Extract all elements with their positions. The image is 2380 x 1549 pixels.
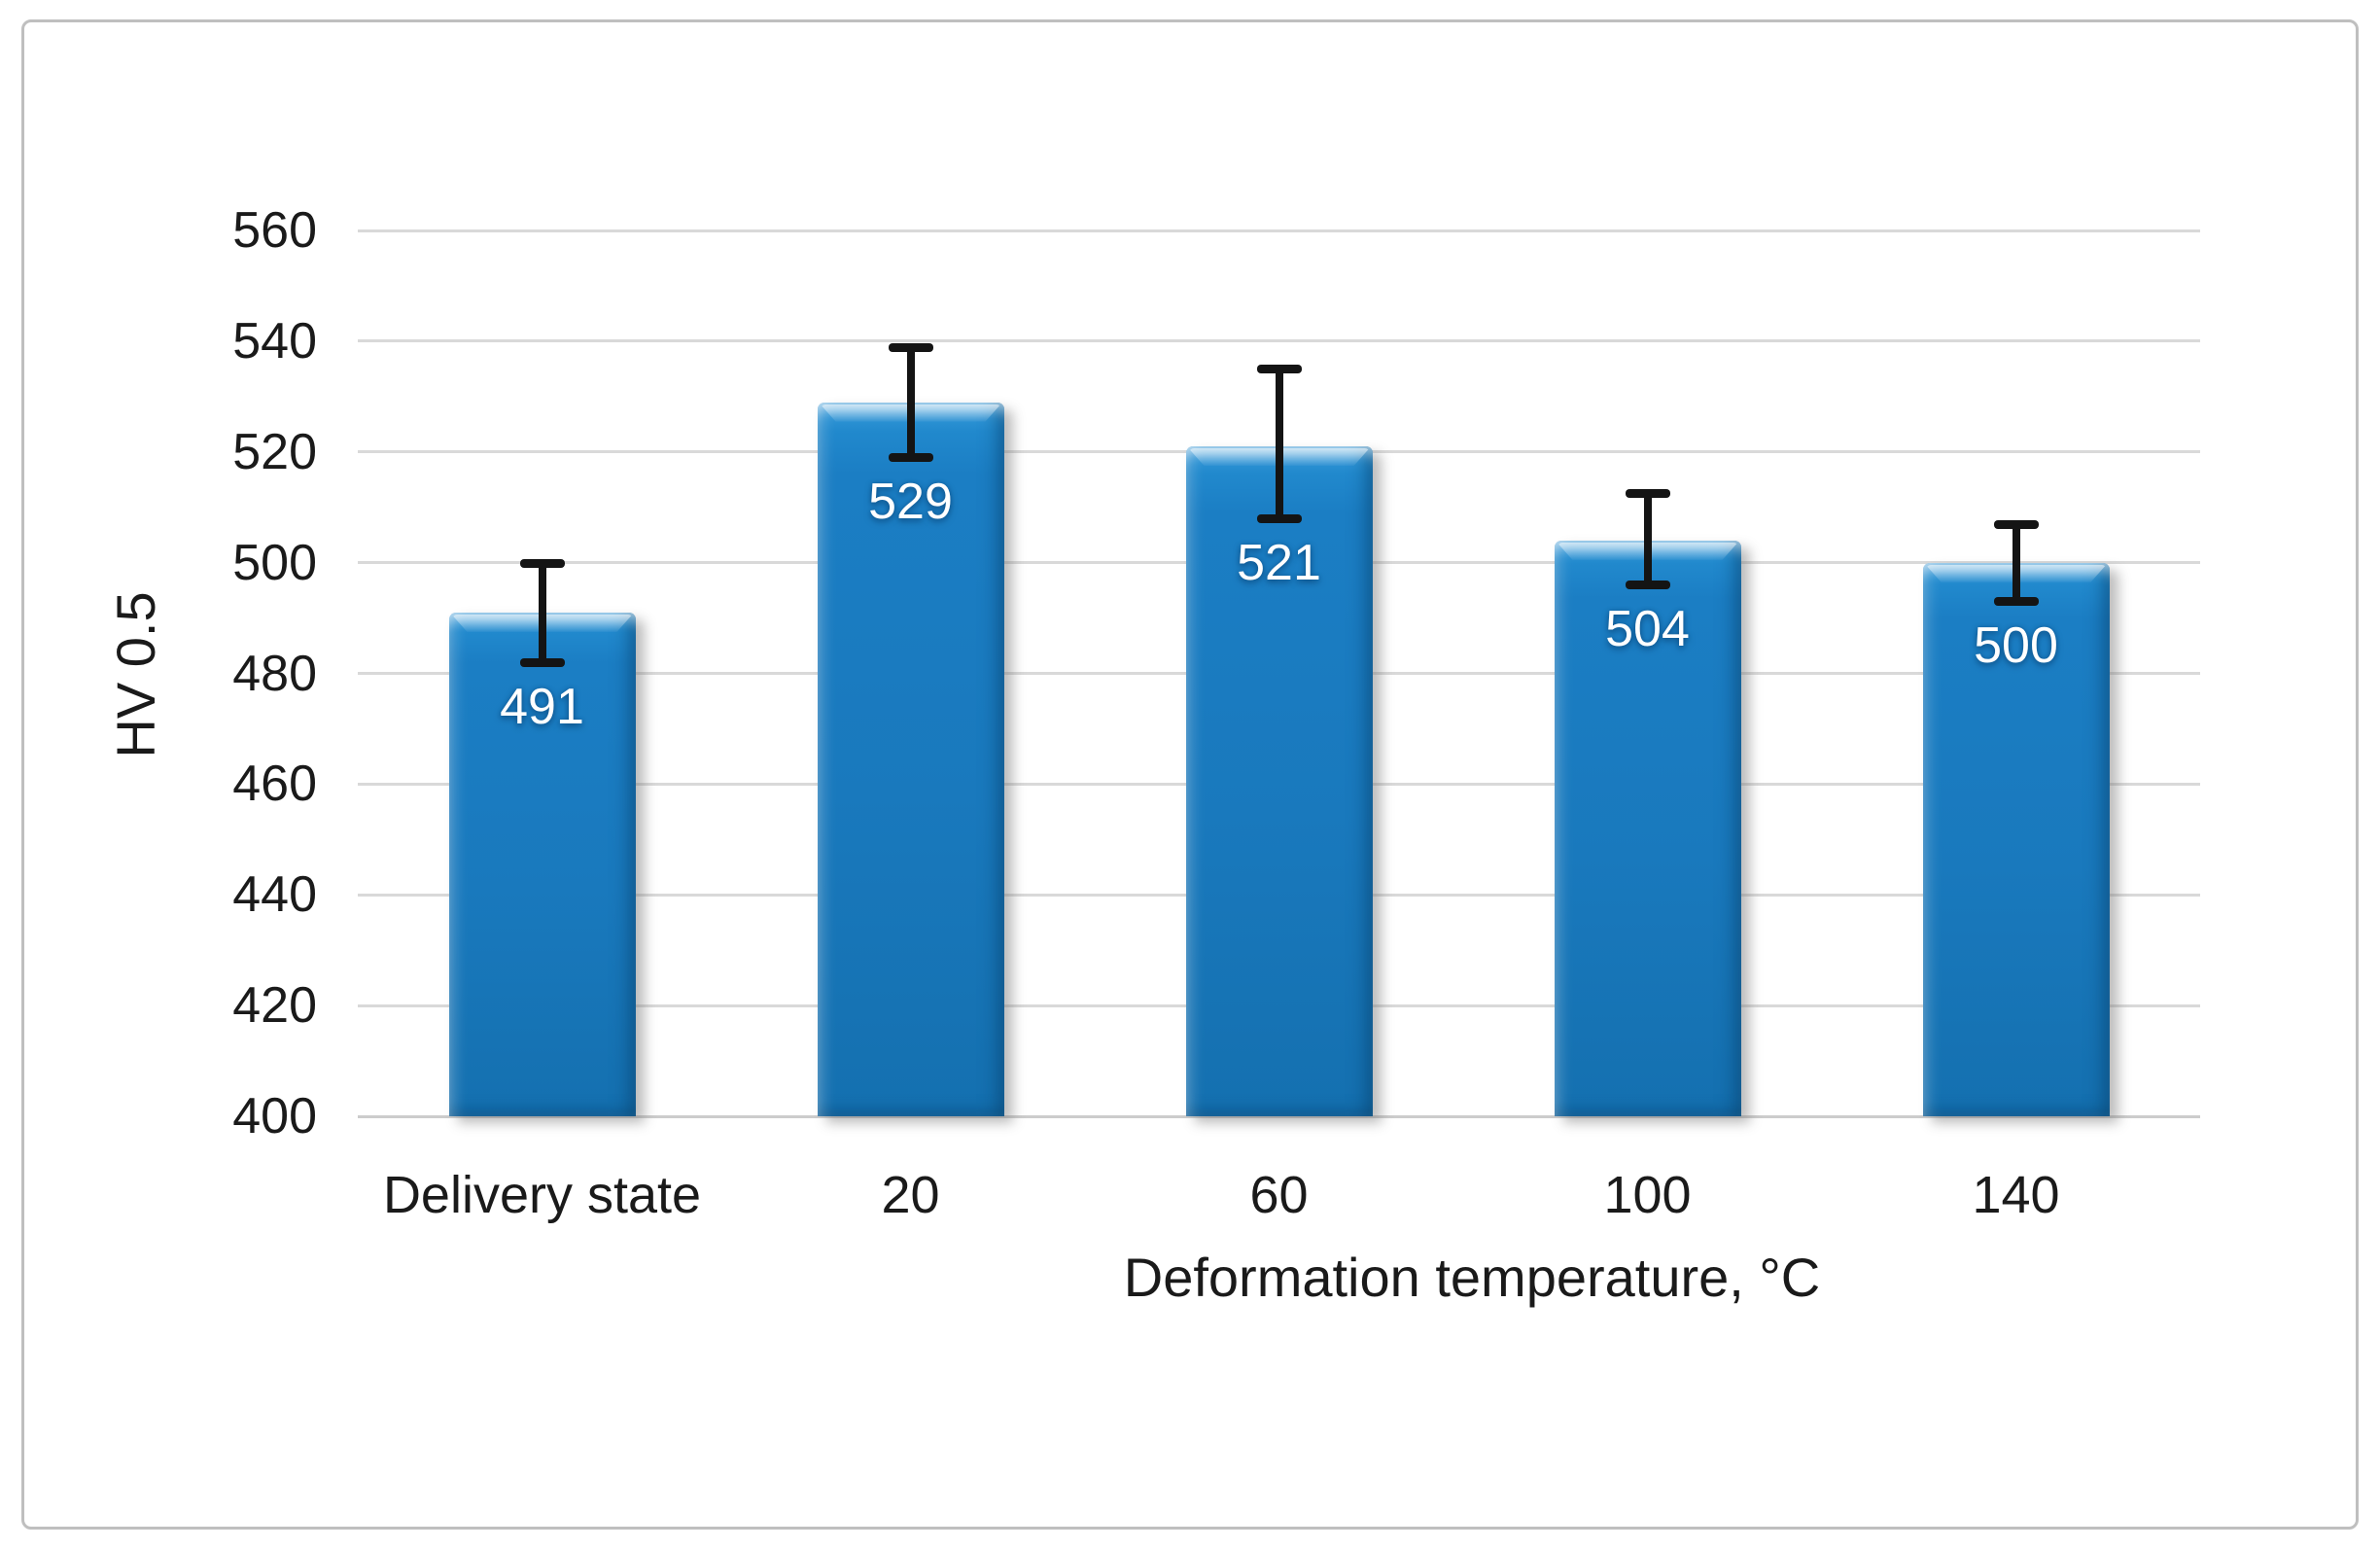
gridline <box>358 1114 2200 1118</box>
error-bar-cap-top <box>1256 365 1302 374</box>
figure-border <box>21 19 2359 1530</box>
error-bar-cap-top <box>888 342 933 352</box>
error-bar-cap-bottom <box>1256 514 1302 524</box>
error-bar-cap-bottom <box>1625 581 1670 590</box>
x-category-label: 60 <box>1249 1166 1309 1224</box>
bar-value-label: 521 <box>1237 535 1321 592</box>
y-axis-tick-label: 560 <box>232 202 317 259</box>
y-axis-tick-label: 500 <box>232 534 317 591</box>
bar-20 <box>817 402 1004 1116</box>
y-axis-tick-label: 440 <box>232 866 317 924</box>
y-axis-tick-label: 540 <box>232 312 317 370</box>
y-axis-tick-label: 520 <box>232 423 317 480</box>
bar-value-label: 500 <box>1974 617 2058 675</box>
gridline <box>358 229 2200 232</box>
y-axis-tick-label: 460 <box>232 756 317 813</box>
error-bar-cap-top <box>1993 519 2039 529</box>
bar-value-label: 504 <box>1605 601 1690 658</box>
error-bar-cap-top <box>519 558 565 568</box>
error-bar-stem <box>1643 493 1652 585</box>
x-category-label: 140 <box>1972 1166 2060 1224</box>
bar-value-label: 491 <box>500 679 584 736</box>
x-category-label: 20 <box>881 1166 940 1224</box>
error-bar-stem <box>906 346 915 458</box>
y-axis-tick-label: 420 <box>232 977 317 1035</box>
x-category-label: Delivery state <box>382 1166 702 1224</box>
error-bar-cap-top <box>1625 489 1670 499</box>
y-axis-tick-label: 480 <box>232 645 317 702</box>
bar-delivery-state <box>448 612 636 1116</box>
error-bar-cap-bottom <box>519 658 565 668</box>
bar-60 <box>1185 446 1373 1116</box>
y-axis-tick-label: 400 <box>232 1088 317 1144</box>
x-axis-title: Deformation temperature, °C <box>1123 1247 1821 1308</box>
error-bar-stem <box>538 562 546 663</box>
error-bar-stem <box>2012 523 2020 602</box>
x-category-label: 100 <box>1603 1166 1692 1224</box>
error-bar-cap-bottom <box>1993 597 2039 607</box>
error-bar-cap-bottom <box>888 453 933 463</box>
error-bar-stem <box>1275 369 1283 519</box>
bar-140 <box>1922 562 2110 1116</box>
bar-100 <box>1554 540 1741 1116</box>
bar-value-label: 529 <box>868 474 953 531</box>
gridline <box>358 339 2200 343</box>
